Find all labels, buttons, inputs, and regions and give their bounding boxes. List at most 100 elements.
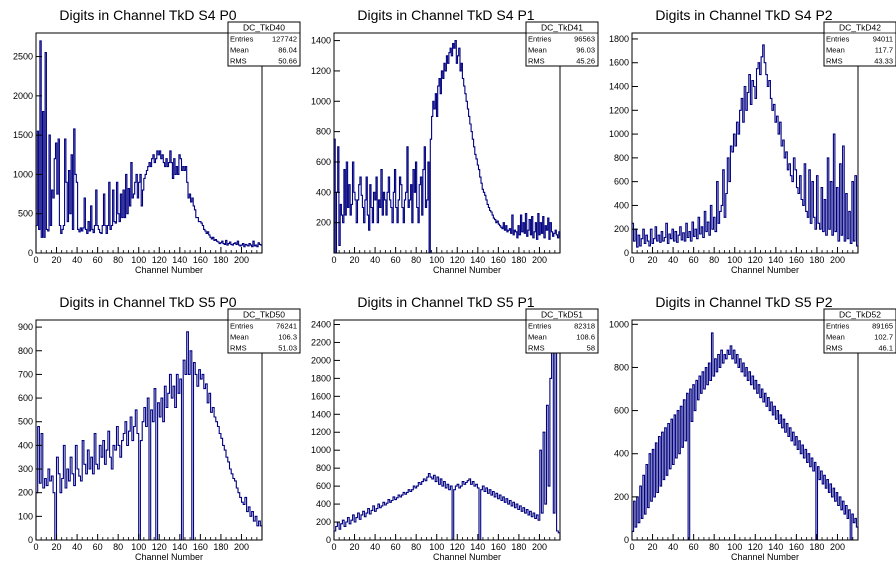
stats-box: DC_TkD41 Entries 96563 Mean 96.03 RMS 45.26 (525, 21, 599, 67)
histogram-pad-3: Digits in Channel TkD S5 P0 0 20 40 60 80 100 1… (18, 294, 301, 562)
x-tick-label: 60 (689, 542, 699, 552)
x-tick-label: 20 (648, 255, 658, 265)
stats-value: 45.26 (576, 57, 595, 66)
x-tick-label: 120 (152, 542, 167, 552)
chart-title: Digits in Channel TkD S5 P2 (655, 294, 832, 310)
x-tick-label: 140 (768, 542, 783, 552)
x-axis-title: Channel Number (433, 552, 501, 562)
x-tick-label: 140 (172, 542, 187, 552)
stats-label: RMS (528, 344, 545, 353)
stats-label: Mean (826, 333, 845, 342)
x-tick-label: 100 (131, 255, 146, 265)
x-tick-label: 180 (511, 255, 526, 265)
x-tick-label: 140 (172, 255, 187, 265)
stats-histogram-name: DC_TkD40 (243, 23, 285, 33)
y-tick-label: 1500 (13, 130, 33, 140)
y-tick-label: 0 (624, 248, 629, 258)
y-tick-label: 600 (316, 481, 331, 491)
stats-label: Entries (230, 322, 254, 331)
stats-value: 96563 (574, 35, 595, 44)
x-tick-label: 180 (809, 542, 824, 552)
x-tick-label: 80 (113, 255, 123, 265)
y-tick-label: 1600 (311, 391, 331, 401)
stats-box: DC_TkD42 Entries 94011 Mean 117.7 RMS 43.33 (823, 21, 896, 67)
y-tick-label: 1200 (311, 427, 331, 437)
histogram-series-line (631, 44, 859, 253)
stats-value: 102.7 (874, 333, 893, 342)
x-tick-label: 180 (511, 542, 526, 552)
y-tick-label: 1200 (311, 66, 331, 76)
x-axis-title: Channel Number (731, 265, 799, 275)
x-tick-label: 200 (830, 255, 845, 265)
x-tick-label: 100 (727, 255, 742, 265)
x-axis-title: Channel Number (135, 265, 203, 275)
y-tick-label: 200 (614, 492, 629, 502)
histogram-series-line (35, 40, 263, 253)
x-tick-label: 200 (234, 255, 249, 265)
x-tick-label: 20 (52, 255, 62, 265)
stats-value: 51.03 (278, 344, 297, 353)
x-tick-label: 120 (450, 542, 465, 552)
stats-label: Entries (528, 35, 552, 44)
x-tick-label: 80 (709, 542, 719, 552)
x-tick-label: 200 (532, 255, 547, 265)
stats-value: 50.66 (278, 57, 297, 66)
x-tick-label: 0 (33, 542, 38, 552)
x-tick-label: 180 (809, 255, 824, 265)
y-tick-label: 400 (614, 200, 629, 210)
y-tick-label: 100 (18, 511, 33, 521)
x-tick-label: 160 (491, 255, 506, 265)
histogram-pad-0: Digits in Channel TkD S4 P0 0 20 40 60 80 100 1… (13, 7, 301, 275)
x-tick-label: 20 (350, 542, 360, 552)
stats-box-frame (823, 21, 896, 67)
stats-label: Mean (528, 333, 547, 342)
y-tick-label: 1000 (609, 129, 629, 139)
x-tick-label: 120 (152, 255, 167, 265)
histogram-pad-1: Digits in Channel TkD S4 P1 0 20 40 60 80 100 1… (311, 7, 599, 275)
y-tick-label: 800 (18, 346, 33, 356)
histogram-series-line (631, 332, 859, 541)
y-tick-label: 800 (614, 153, 629, 163)
histogram-series-line (333, 40, 561, 254)
y-tick-label: 0 (326, 535, 331, 545)
stats-label: RMS (230, 57, 247, 66)
stats-label: Mean (826, 46, 845, 55)
stats-box-frame (227, 21, 301, 67)
y-tick-label: 2500 (13, 52, 33, 62)
stats-box-frame (525, 308, 599, 354)
y-tick-label: 600 (316, 157, 331, 167)
x-tick-label: 80 (411, 255, 421, 265)
x-tick-label: 140 (470, 542, 485, 552)
stats-label: Entries (826, 322, 850, 331)
y-tick-label: 900 (18, 322, 33, 332)
x-tick-label: 60 (391, 542, 401, 552)
x-tick-label: 0 (629, 542, 634, 552)
y-tick-label: 0 (28, 248, 33, 258)
x-tick-label: 180 (213, 542, 228, 552)
stats-histogram-name: DC_TkD50 (243, 310, 285, 320)
y-tick-label: 1000 (609, 319, 629, 329)
y-tick-label: 400 (316, 187, 331, 197)
stats-box: DC_TkD50 Entries 76241 Mean 106.3 RMS 51.03 (227, 308, 301, 354)
stats-value: 58 (587, 344, 595, 353)
stats-box: DC_TkD52 Entries 89165 Mean 102.7 RMS 46.1 (823, 308, 896, 354)
stats-histogram-name: DC_TkD51 (541, 310, 583, 320)
x-tick-label: 40 (72, 542, 82, 552)
stats-value: 127742 (272, 35, 297, 44)
y-tick-label: 600 (614, 177, 629, 187)
x-tick-label: 140 (768, 255, 783, 265)
stats-box: DC_TkD51 Entries 82318 Mean 108.6 RMS 58 (525, 308, 599, 354)
chart-title: Digits in Channel TkD S4 P0 (59, 7, 236, 23)
y-tick-label: 2000 (311, 355, 331, 365)
x-tick-label: 20 (648, 542, 658, 552)
stats-value: 82318 (574, 322, 595, 331)
x-tick-label: 80 (709, 255, 719, 265)
stats-box-frame (227, 308, 301, 354)
stats-box: DC_TkD40 Entries 127742 Mean 86.04 RMS 50.66 (227, 21, 301, 67)
stats-value: 43.33 (874, 57, 893, 66)
y-tick-label: 200 (316, 517, 331, 527)
y-tick-label: 200 (316, 218, 331, 228)
x-tick-label: 100 (429, 542, 444, 552)
x-tick-label: 120 (450, 255, 465, 265)
